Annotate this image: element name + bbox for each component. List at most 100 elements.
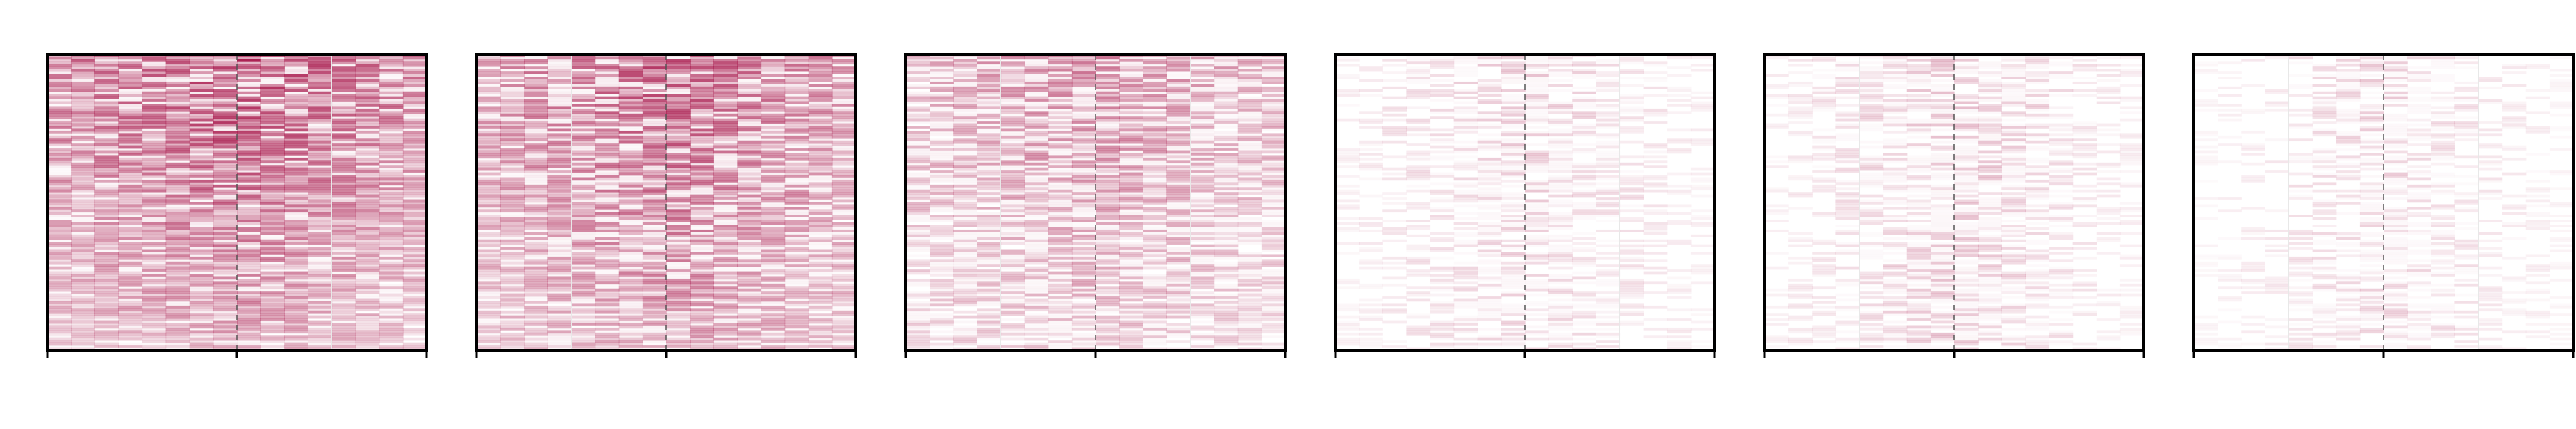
heatmap-cell	[809, 242, 833, 245]
heatmap-cell	[284, 64, 308, 67]
heatmap-cell	[737, 172, 762, 176]
heatmap-cell	[379, 157, 404, 161]
heatmap-cell	[165, 232, 190, 235]
heatmap-cell	[237, 133, 261, 137]
heatmap-cell	[571, 296, 596, 299]
heatmap-cell	[713, 69, 738, 72]
heatmap-cell	[1261, 111, 1286, 114]
heatmap-cell	[331, 283, 356, 287]
heatmap-cell	[524, 179, 548, 183]
heatmap-cell	[189, 118, 214, 122]
heatmap-cell	[1025, 59, 1049, 62]
heatmap-cell	[1166, 91, 1191, 94]
heatmap-cell	[761, 340, 786, 343]
heatmap-cell	[47, 155, 72, 159]
heatmap-cell	[1261, 192, 1286, 195]
heatmap-cell	[190, 272, 214, 275]
heatmap-cell	[1191, 61, 1215, 64]
heatmap-cell	[547, 69, 572, 72]
heatmap-cell	[142, 229, 167, 232]
heatmap-cell	[118, 66, 143, 69]
heatmap-cell	[379, 332, 404, 336]
heatmap-cell	[618, 325, 643, 329]
heatmap-cell	[1166, 59, 1191, 62]
heatmap-cell	[737, 271, 762, 275]
heatmap-cell	[1261, 69, 1286, 72]
heatmap-cell	[1096, 153, 1120, 156]
heatmap-cell	[595, 123, 620, 127]
heatmap-cell	[477, 225, 501, 227]
heatmap-cell	[308, 281, 333, 285]
heatmap-cell	[547, 79, 572, 82]
heatmap-cell	[784, 212, 809, 215]
heatmap-cell	[977, 126, 1002, 129]
heatmap-cell	[666, 157, 691, 161]
heatmap-cell	[690, 340, 714, 343]
heatmap-cell	[1262, 197, 1286, 200]
heatmap-cell	[1119, 207, 1143, 210]
heatmap-cell	[737, 220, 762, 222]
heatmap-cell	[355, 209, 380, 213]
heatmap-cell	[906, 175, 930, 178]
heatmap-cell	[189, 283, 214, 287]
heatmap-cell	[355, 305, 380, 309]
heatmap-cell	[94, 313, 119, 316]
heatmap-cell	[930, 172, 954, 176]
heatmap-cell	[1096, 194, 1120, 198]
heatmap-cell	[690, 234, 714, 237]
heatmap-cell	[618, 320, 643, 324]
heatmap-cell	[906, 101, 930, 104]
heatmap-cell	[1190, 81, 1215, 84]
heatmap-cell	[402, 157, 427, 161]
heatmap-cell	[1071, 145, 1096, 149]
heatmap-cell	[477, 116, 501, 119]
heatmap-cell	[1072, 214, 1096, 217]
heatmap-cell	[331, 303, 356, 307]
heatmap-cell	[808, 189, 833, 193]
heatmap-cell	[379, 242, 404, 245]
heatmap-cell	[1096, 121, 1120, 124]
heatmap-cell	[1119, 59, 1143, 62]
heatmap-cell	[524, 157, 548, 161]
heatmap-cell	[1190, 79, 1215, 82]
heatmap-cell	[595, 212, 620, 215]
heatmap-cell	[213, 310, 238, 314]
heatmap-cell	[402, 256, 427, 260]
heatmap-cell	[308, 121, 333, 124]
heatmap-cell	[118, 249, 143, 252]
heatmap-cell	[547, 192, 572, 195]
heatmap-cell	[831, 128, 857, 132]
heatmap-cell	[477, 330, 501, 334]
heatmap-cell	[142, 143, 167, 146]
heatmap-cell	[906, 200, 930, 203]
heatmap-cell	[1025, 165, 1049, 168]
heatmap-cell	[1143, 91, 1167, 94]
heatmap-cell	[547, 189, 572, 193]
heatmap-cell	[47, 337, 72, 341]
heatmap-cell	[761, 254, 786, 257]
heatmap-cell	[1166, 99, 1191, 102]
heatmap-cell	[379, 126, 404, 129]
heatmap-cell	[690, 148, 714, 151]
heatmap-cell	[1143, 148, 1167, 151]
heatmap-cell	[571, 199, 596, 203]
heatmap-cell	[713, 267, 738, 270]
heatmap-cell	[142, 305, 167, 309]
heatmap-cell	[666, 232, 691, 235]
heatmap-cell	[477, 269, 501, 272]
heatmap-cell	[189, 72, 214, 74]
heatmap-cell	[785, 104, 809, 107]
heatmap-cell	[118, 99, 143, 102]
heatmap-cell	[142, 278, 167, 282]
heatmap-cell	[1072, 124, 1096, 127]
heatmap-cell	[595, 286, 620, 289]
heatmap-cell	[71, 301, 95, 304]
heatmap-cell	[808, 59, 833, 62]
heatmap-cell	[118, 247, 143, 250]
heatmap-cell	[189, 111, 214, 114]
heatmap-cell	[642, 232, 667, 235]
heatmap-cell	[379, 256, 404, 260]
heatmap-cell	[618, 264, 643, 267]
heatmap-cell	[690, 160, 714, 164]
heatmap-cell	[713, 330, 738, 334]
